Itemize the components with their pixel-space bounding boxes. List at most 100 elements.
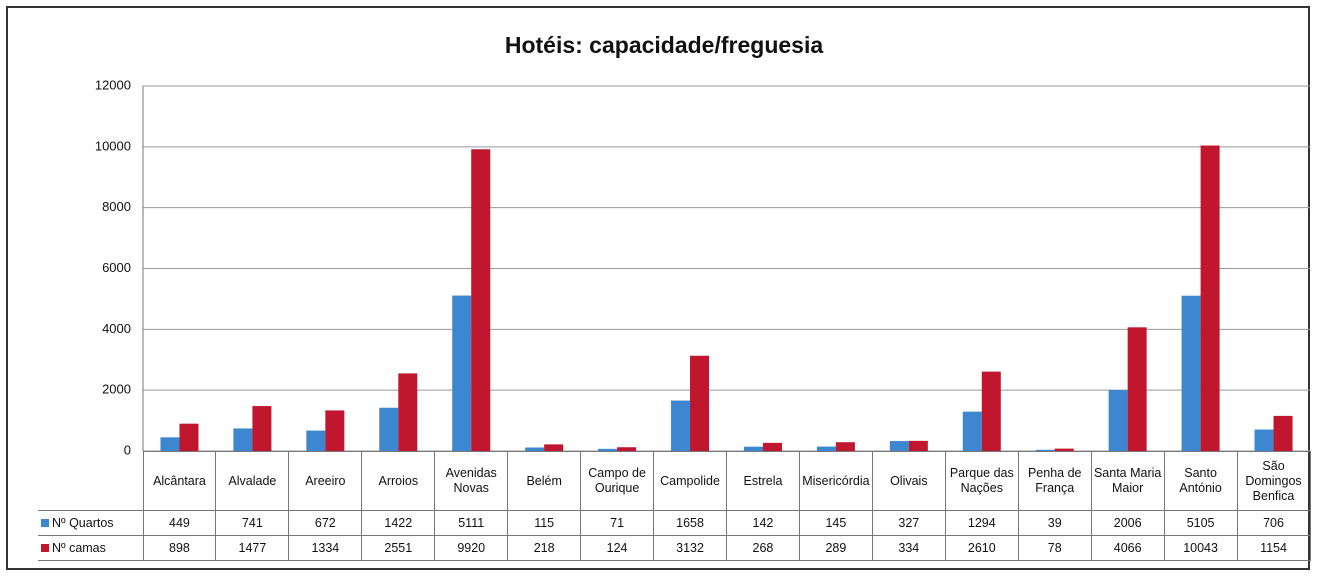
- legend-entry: Nº camas: [38, 535, 144, 561]
- legend-key: [41, 518, 49, 527]
- bar: [743, 446, 763, 451]
- table-row: Nº camas 898 1477 1334 2551 9920 218 124 3132 268…: [38, 535, 1311, 561]
- chart-title: Hotéis: capacidade/freguesia: [505, 32, 823, 58]
- value-label: 1294: [944, 510, 1019, 536]
- category-label: Alvalade: [215, 451, 290, 511]
- y-tick-label: 0: [124, 442, 131, 457]
- value-label: 672: [288, 510, 363, 536]
- bar: [452, 295, 472, 451]
- category-label: Avenidas Novas: [434, 451, 509, 511]
- value-label: 1477: [215, 535, 290, 561]
- value-label: 78: [1017, 535, 1092, 561]
- bar: [1108, 389, 1128, 451]
- bar: [671, 400, 691, 451]
- category-label: Estrela: [726, 451, 800, 511]
- bar: [1127, 327, 1147, 451]
- category-label: Parque das Nações: [944, 451, 1019, 511]
- value-label: 10043: [1163, 535, 1238, 561]
- bar: [1200, 145, 1220, 451]
- value-label: 1154: [1236, 535, 1311, 561]
- value-label: 1334: [288, 535, 363, 561]
- chart-frame: [6, 6, 1310, 570]
- bar: [1273, 415, 1293, 451]
- category-label: Arroios: [361, 451, 436, 511]
- bar: [179, 423, 199, 451]
- value-label: 218: [507, 535, 582, 561]
- category-label: Belém: [507, 451, 582, 511]
- value-label: 5105: [1163, 510, 1238, 536]
- legend-label: Nº camas: [52, 540, 106, 555]
- value-label: 4066: [1090, 535, 1165, 561]
- value-label: 3132: [653, 535, 727, 561]
- value-label: 334: [871, 535, 946, 561]
- category-label: Alcântara: [142, 451, 217, 511]
- bar: [908, 440, 928, 451]
- category-label: São Domingos Benfica: [1236, 451, 1311, 511]
- value-label: 142: [726, 510, 800, 536]
- legend-label: Nº Quartos: [52, 515, 114, 530]
- category-label: Campolide: [653, 451, 727, 511]
- bar: [160, 437, 180, 451]
- table-corner: [38, 451, 144, 511]
- category-label: Olivais: [871, 451, 946, 511]
- category-label: Santa Maria Maior: [1090, 451, 1165, 511]
- bar: [525, 447, 545, 451]
- value-label: 449: [142, 510, 217, 536]
- bar: [762, 442, 782, 451]
- bar: [617, 447, 637, 451]
- value-label: 268: [726, 535, 800, 561]
- category-label: Misericórdia: [798, 451, 873, 511]
- legend-entry: Nº Quartos: [38, 510, 144, 536]
- y-tick-label: 2000: [102, 382, 131, 397]
- y-tick-label: 8000: [102, 199, 131, 214]
- table-row: Nº Quartos 449 741 672 1422 5111 115 71 1658 142 1…: [38, 510, 1311, 536]
- value-label: 9920: [434, 535, 509, 561]
- bar: [471, 149, 491, 451]
- value-label: 1658: [653, 510, 727, 536]
- category-label: Areeiro: [288, 451, 363, 511]
- y-tick-label: 10000: [95, 138, 131, 153]
- value-label: 71: [580, 510, 655, 536]
- y-tick-label: 4000: [102, 321, 131, 336]
- table-header: Alcântara Alvalade Areeiro Arroios Avenidas …: [38, 451, 1311, 511]
- bar: [1054, 448, 1074, 451]
- bar: [325, 410, 345, 451]
- bar: [306, 430, 326, 451]
- value-label: 39: [1017, 510, 1092, 536]
- bar: [1254, 429, 1274, 451]
- bar: [690, 355, 710, 451]
- value-label: 706: [1236, 510, 1311, 536]
- data-table: Alcântara Alvalade Areeiro Arroios Avenidas …: [38, 451, 1311, 561]
- value-label: 741: [215, 510, 290, 536]
- bar: [816, 446, 836, 451]
- bar: [889, 441, 909, 451]
- bar: [398, 373, 418, 451]
- category-label: Campo de Ourique: [580, 451, 655, 511]
- bar: [379, 407, 399, 451]
- value-label: 145: [798, 510, 873, 536]
- category-label: Penha de França: [1017, 451, 1092, 511]
- legend-key: [41, 543, 49, 552]
- value-label: 898: [142, 535, 217, 561]
- value-label: 2006: [1090, 510, 1165, 536]
- bar: [544, 444, 564, 451]
- bar: [835, 442, 855, 451]
- bar: [598, 448, 618, 451]
- category-label: Santo António: [1163, 451, 1238, 511]
- value-label: 1422: [361, 510, 436, 536]
- value-label: 5111: [434, 510, 509, 536]
- value-label: 289: [798, 535, 873, 561]
- value-label: 327: [871, 510, 946, 536]
- y-tick-label: 6000: [102, 260, 131, 275]
- bar: [252, 406, 272, 451]
- value-label: 2551: [361, 535, 436, 561]
- bar: [981, 371, 1001, 451]
- bar: [962, 411, 982, 451]
- bar: [1181, 295, 1201, 451]
- value-label: 124: [580, 535, 655, 561]
- value-label: 2610: [944, 535, 1019, 561]
- y-tick-label: 12000: [95, 77, 131, 92]
- bar: [233, 428, 253, 451]
- bar: [1035, 449, 1055, 451]
